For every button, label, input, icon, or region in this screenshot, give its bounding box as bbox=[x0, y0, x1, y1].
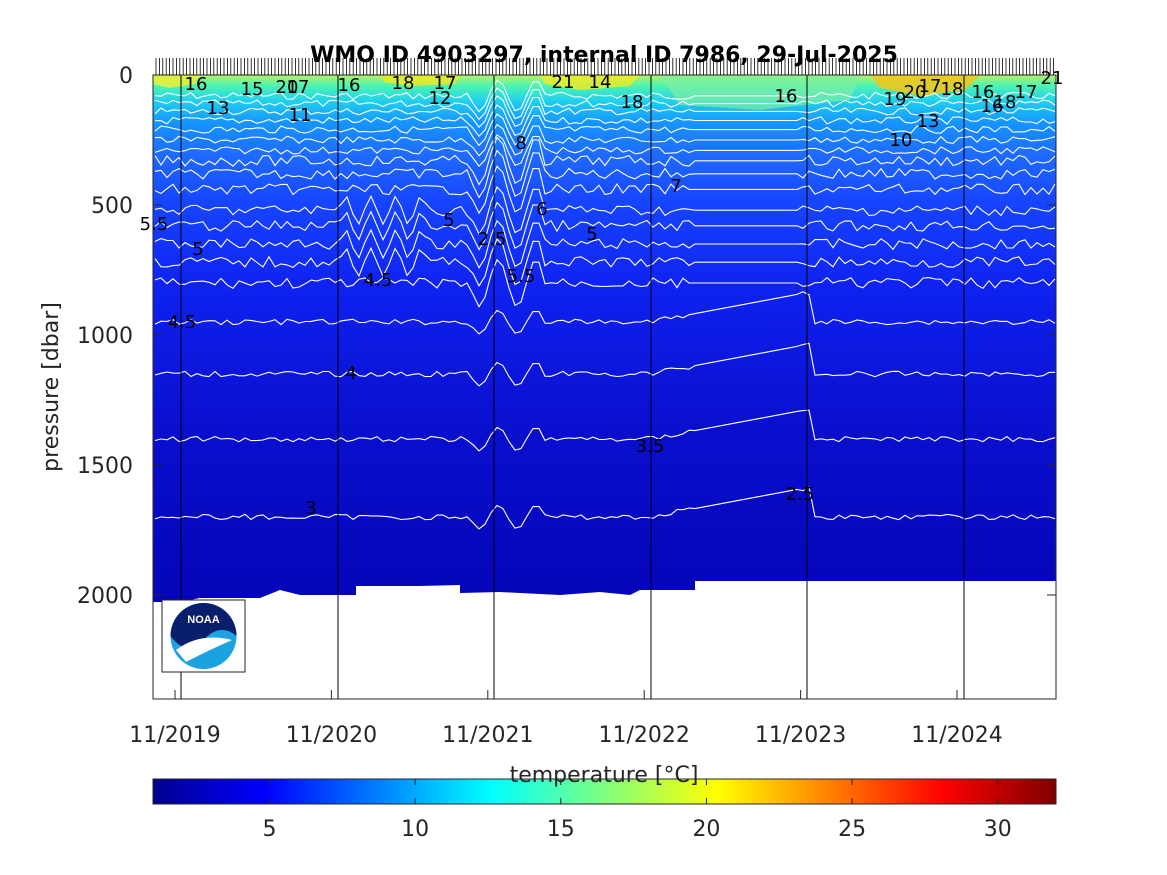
contour-label: 12 bbox=[429, 88, 452, 109]
colorbar-gradient bbox=[152, 778, 1057, 805]
isotherm-line bbox=[154, 486, 1056, 530]
isotherm-line bbox=[154, 123, 1056, 157]
surface-warm-patch bbox=[540, 75, 640, 90]
contour-label: 17 bbox=[1015, 82, 1038, 103]
isotherm-line bbox=[154, 258, 1056, 308]
contour-label: 16 bbox=[338, 75, 361, 96]
contour-label: 3.5 bbox=[636, 436, 665, 457]
surface-warm-patch bbox=[870, 75, 980, 96]
isotherm-line bbox=[154, 165, 1056, 215]
contour-label: 5.5 bbox=[507, 266, 536, 287]
x-axis: 11/2019 11/2020 11/2021 11/2022 11/2023 11/20… bbox=[129, 690, 1003, 748]
isotherm-line bbox=[154, 237, 1056, 288]
isotherm-line bbox=[154, 291, 1056, 335]
contour-label: 20 bbox=[904, 82, 927, 103]
x-tick-label: 11/2020 bbox=[286, 723, 377, 748]
noaa-logo-text: NOAA bbox=[187, 614, 219, 626]
x-tick-label: 11/2022 bbox=[598, 723, 689, 748]
isotherm-line bbox=[154, 95, 1056, 129]
colorbar-label: temperature [°C] bbox=[510, 763, 699, 788]
contour-label: 4.5 bbox=[168, 312, 197, 333]
colorbar-tick-label: 5 bbox=[263, 817, 277, 842]
x-tick-label: 11/2021 bbox=[442, 723, 533, 748]
isotherm-line bbox=[154, 201, 1056, 251]
isotherm-line bbox=[154, 185, 1056, 236]
contour-label: 18 bbox=[392, 73, 415, 94]
isotherm-line bbox=[154, 134, 1056, 168]
isotherm-line bbox=[154, 79, 1056, 113]
isotherm-line bbox=[154, 87, 1056, 121]
x-tick-label: 11/2023 bbox=[755, 723, 846, 748]
x-tick-label: 11/2024 bbox=[911, 723, 1002, 748]
isotherm-line bbox=[154, 149, 1056, 199]
y-tick-label: 1500 bbox=[77, 454, 133, 479]
contour-label: 7 bbox=[670, 176, 681, 197]
contour-label: 18 bbox=[941, 79, 964, 100]
contour-label: 14 bbox=[589, 72, 612, 93]
contour-label: 17 bbox=[287, 77, 310, 98]
contour-label: 6 bbox=[536, 199, 547, 220]
y-axis-label: pressure [dbar] bbox=[39, 302, 64, 472]
isotherm-line bbox=[154, 219, 1056, 269]
surface-warm-patch bbox=[153, 75, 200, 88]
contour-label: 21 bbox=[1041, 68, 1064, 89]
contour-label: 16 bbox=[972, 82, 995, 103]
contour-label: 13 bbox=[207, 98, 230, 119]
colorbar-tick-label: 20 bbox=[692, 817, 720, 842]
contour-label: 15 bbox=[241, 79, 264, 100]
contour-label: 20 bbox=[276, 77, 299, 98]
contour-label: 5 bbox=[586, 224, 597, 245]
colorbar-tick-label: 15 bbox=[547, 817, 575, 842]
year-separator-lines bbox=[180, 75, 965, 699]
contour-label: 18 bbox=[621, 92, 644, 113]
data-area bbox=[153, 75, 1056, 602]
contour-label: 8 bbox=[515, 133, 526, 154]
contour-label: 19 bbox=[884, 89, 907, 110]
contour-label: 3 bbox=[305, 498, 316, 519]
contour-label: 17 bbox=[434, 73, 457, 94]
colorbar-tick-label: 25 bbox=[838, 817, 866, 842]
isotherm-line bbox=[154, 113, 1056, 147]
chart-title: WMO ID 4903297, internal ID 7986, 29-Jul… bbox=[310, 43, 898, 68]
noaa-logo: NOAA bbox=[161, 599, 246, 673]
contour-label: 21 bbox=[552, 72, 575, 93]
contour-label: 5 bbox=[443, 210, 454, 231]
surface-warm-patch bbox=[380, 75, 460, 86]
contour-label: 5 bbox=[192, 239, 203, 260]
contour-label: 16 bbox=[185, 74, 208, 95]
colorbar: 5 10 15 20 25 30 temperature [°C] bbox=[152, 763, 1057, 842]
contour-label: 16 bbox=[981, 96, 1004, 117]
contour-label: 13 bbox=[917, 111, 940, 132]
contour-label: 2.5 bbox=[478, 229, 507, 250]
contour-label: 2.5 bbox=[786, 484, 815, 505]
temperature-field bbox=[153, 75, 1056, 602]
contour-label: 5.5 bbox=[140, 214, 169, 235]
profile-tick-marks bbox=[155, 58, 1054, 75]
contour-label: 16 bbox=[775, 86, 798, 107]
y-axis: 0 500 1000 1500 2000 bbox=[77, 64, 1056, 609]
contour-label: 17 bbox=[919, 76, 942, 97]
x-tick-label: 11/2019 bbox=[129, 723, 220, 748]
isotherm-line bbox=[154, 342, 1056, 387]
isotherm-line bbox=[155, 104, 1056, 138]
isotherm-lines bbox=[154, 79, 1056, 530]
colorbar-tick-label: 10 bbox=[401, 817, 429, 842]
y-tick-label: 500 bbox=[91, 194, 133, 219]
colorbar-ticks: 5 10 15 20 25 30 bbox=[263, 779, 1012, 842]
y-tick-label: 1000 bbox=[77, 324, 133, 349]
isotherm-line bbox=[154, 136, 1056, 186]
y-tick-label: 2000 bbox=[77, 584, 133, 609]
y-tick-label: 0 bbox=[119, 64, 133, 89]
isotherm-line bbox=[154, 409, 1056, 452]
contour-label: 4.5 bbox=[364, 270, 393, 291]
contour-label: 10 bbox=[890, 130, 913, 151]
contour-label: 4 bbox=[345, 363, 356, 384]
contour-label: 18 bbox=[994, 92, 1017, 113]
contour-label: 11 bbox=[289, 105, 312, 126]
colorbar-tick-label: 30 bbox=[984, 817, 1012, 842]
